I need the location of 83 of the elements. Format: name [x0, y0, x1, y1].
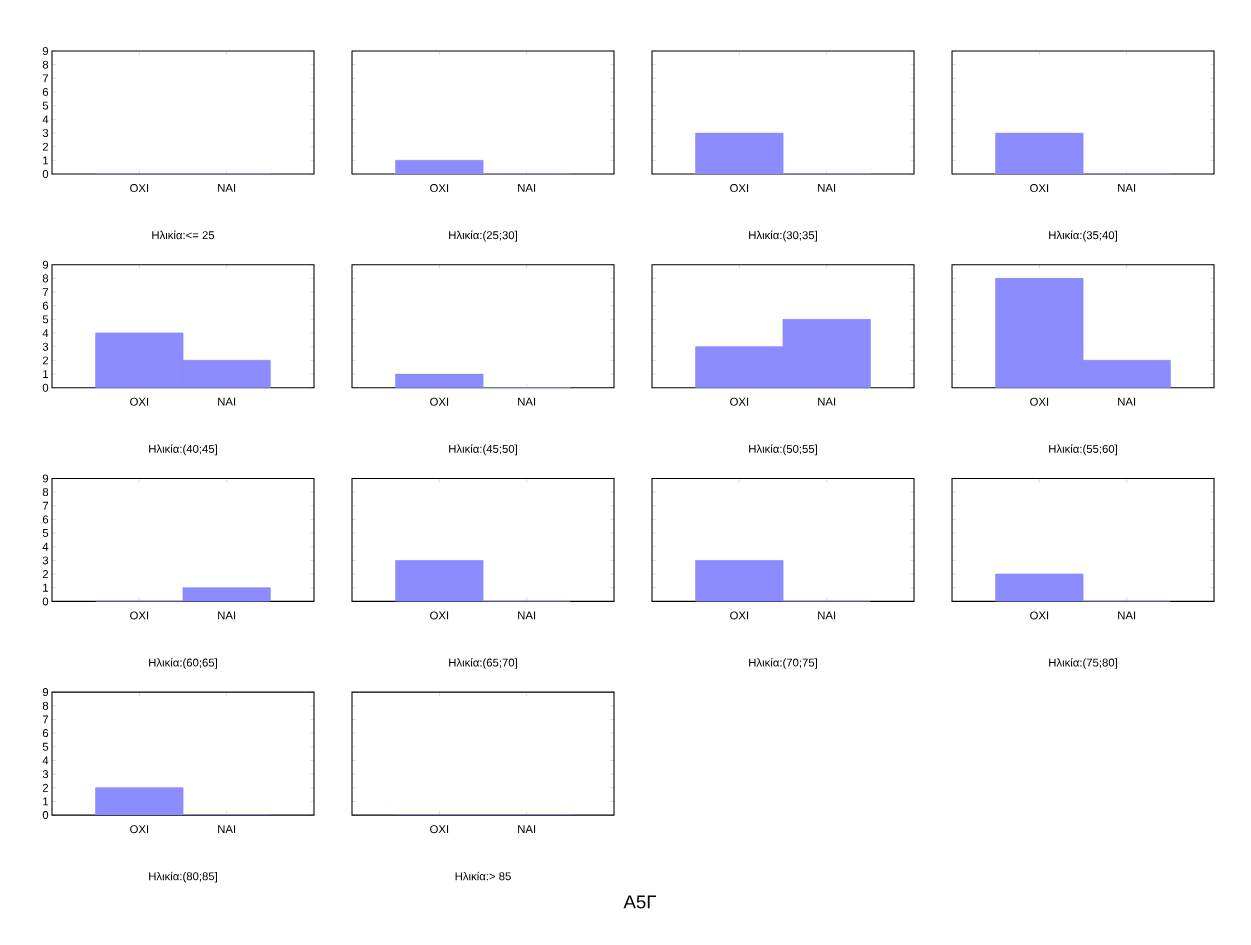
y-tick-label: 8 [42, 488, 49, 497]
x-tick-label: NAI [818, 611, 836, 620]
x-tick-label: NAI [218, 184, 236, 192]
x-tick-label: NAI [1118, 611, 1136, 620]
y-tick-label: 8 [42, 60, 49, 69]
x-axis-title: Ηλικία:(60;65] [149, 657, 217, 669]
x-tick-label: NAI [1118, 397, 1136, 406]
y-tick-label: 7 [42, 74, 49, 83]
x-axis-title: Ηλικία:(30;35] [749, 230, 817, 242]
y-tick-label: 2 [42, 356, 49, 365]
y-tick-label: 5 [42, 101, 49, 110]
y-tick-label: 4 [42, 542, 49, 551]
x-tick-label: NAI [518, 825, 536, 833]
x-tick-label: OXI [430, 611, 449, 620]
y-tick-label: 4 [42, 115, 49, 124]
x-tick-label: NAI [818, 184, 836, 192]
y-tick-label: 3 [42, 770, 49, 779]
x-tick-label: NAI [1118, 184, 1136, 192]
y-tick-label: 6 [42, 87, 49, 96]
x-tick-label: OXI [130, 397, 149, 406]
x-tick-label: OXI [430, 397, 449, 406]
y-tick-label: 8 [42, 701, 49, 710]
y-tick-label: 7 [42, 501, 49, 510]
x-tick-label: OXI [430, 184, 449, 193]
x-tick-label: OXI [730, 611, 749, 620]
y-tick-label: 0 [42, 169, 49, 178]
y-tick-label: 6 [42, 515, 49, 524]
x-tick-label: NAI [518, 397, 536, 406]
x-tick-label: OXI [130, 184, 149, 193]
y-tick-label: 1 [43, 370, 49, 378]
y-tick-label: 4 [42, 329, 49, 337]
x-axis-title: Ηλικία:<= 25 [152, 230, 215, 240]
y-tick-label: 5 [42, 529, 49, 538]
x-axis-title: Ηλικία:(55;60] [1049, 444, 1117, 456]
y-tick-label: 6 [42, 729, 49, 738]
y-tick-label: 7 [42, 288, 49, 296]
y-tick-label: 5 [42, 315, 49, 324]
y-tick-label: 2 [42, 570, 49, 579]
x-axis-title: Ηλικία:(45;50] [449, 444, 517, 456]
x-tick-label: NAI [218, 397, 236, 406]
y-tick-label: 1 [43, 583, 49, 592]
x-axis-title: Ηλικία:(75;80] [1049, 657, 1117, 669]
y-tick-label: 0 [42, 383, 49, 392]
y-tick-label: 0 [42, 811, 49, 820]
y-tick-label: 0 [42, 597, 49, 606]
x-axis-title: Ηλικία:(35;40] [1049, 230, 1117, 242]
x-tick-label: OXI [130, 611, 149, 620]
x-axis-title: Ηλικία:(80;85] [149, 871, 217, 883]
x-axis-title: Ηλικία:(65;70] [449, 657, 517, 669]
y-tick-label: 2 [42, 783, 49, 792]
y-tick-label: 1 [43, 156, 49, 165]
y-tick-label: 4 [42, 756, 49, 765]
x-tick-label: NAI [518, 611, 536, 620]
y-tick-label: 9 [42, 260, 49, 269]
y-tick-label: 8 [42, 274, 49, 283]
text: A5Γ [623, 895, 657, 909]
x-tick-label: OXI [130, 825, 149, 834]
x-tick-label: OXI [1030, 611, 1049, 620]
x-tick-label: NAI [218, 611, 236, 620]
x-tick-label: OXI [730, 184, 749, 193]
x-tick-label: NAI [218, 825, 236, 833]
x-axis-title: Ηλικία:> 85 [455, 871, 511, 881]
y-tick-label: 9 [42, 47, 49, 56]
y-tick-label: 9 [42, 688, 49, 697]
x-tick-label: OXI [1030, 397, 1049, 406]
y-tick-label: 5 [42, 742, 49, 751]
y-tick-label: 3 [42, 128, 49, 137]
y-tick-label: 9 [42, 474, 49, 483]
x-axis-title: Ηλικία:(70;75] [749, 657, 817, 669]
y-tick-label: 7 [42, 715, 49, 724]
y-tick-label: 2 [42, 142, 49, 151]
x-axis-title: Ηλικία:(50;55] [749, 444, 817, 456]
x-tick-label: OXI [430, 825, 449, 834]
x-tick-label: NAI [818, 397, 836, 406]
x-tick-label: OXI [1030, 184, 1049, 193]
y-tick-label: 1 [43, 797, 49, 806]
y-tick-label: 3 [42, 556, 49, 565]
y-tick-label: 6 [42, 301, 49, 310]
x-axis-title: Ηλικία:(40;45] [149, 444, 217, 456]
x-tick-label: OXI [730, 397, 749, 406]
x-axis-title: Ηλικία:(25;30] [449, 230, 517, 242]
x-tick-label: NAI [518, 184, 536, 192]
y-tick-label: 3 [42, 342, 49, 351]
